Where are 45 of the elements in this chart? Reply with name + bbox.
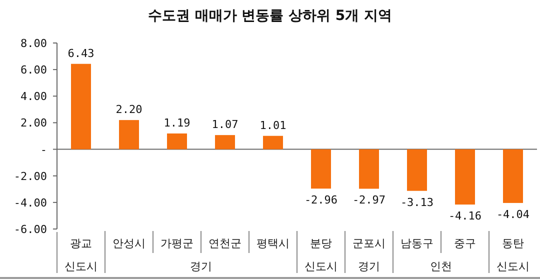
x-tick-label: 광교 [70, 237, 92, 250]
text: 신도시 [304, 260, 338, 273]
bar [215, 135, 235, 150]
text: 신도시 [496, 260, 530, 273]
x-tick-label: 안성시 [112, 237, 146, 250]
y-tick-label: 2.00 [20, 116, 47, 130]
x-tick-label: 분당 [310, 237, 332, 250]
bar [71, 64, 91, 150]
x-tick-label: 동탄 [502, 237, 524, 250]
data-label: 6.43 [68, 46, 94, 60]
data-label: -2.96 [304, 194, 338, 207]
text: 경기 [358, 260, 380, 273]
bar [311, 149, 331, 189]
x-tick-label: 가평군 [160, 237, 194, 250]
x-tick-label: 중구 [454, 237, 476, 250]
bar [359, 149, 379, 189]
bar [119, 120, 139, 150]
x-tick-label: 평택시 [256, 237, 290, 250]
bar [167, 133, 187, 150]
y-tick-label: -2.00 [14, 170, 47, 183]
y-tick-label: - [40, 143, 47, 156]
y-tick-label: -4.00 [14, 196, 47, 210]
y-tick-label: 4.00 [20, 90, 47, 104]
y-tick-label: 8.00 [20, 37, 47, 50]
x-tick-label: 군포시 [352, 237, 386, 250]
text: 인천 [430, 260, 452, 273]
x-tick-label: 남동구 [400, 237, 434, 250]
y-tick-label: 6.00 [20, 64, 47, 77]
bar [407, 149, 427, 191]
text: 경기 [190, 260, 212, 273]
data-label: 1.19 [164, 116, 190, 130]
bar [263, 136, 283, 150]
x-tick-label: 연천군 [208, 237, 242, 250]
chart-title: 수도권 매매가 변동률 상하위 5개 지역 [148, 8, 392, 24]
data-label: -4.04 [496, 208, 530, 221]
data-label: 1.07 [212, 118, 238, 132]
data-label: 1.01 [260, 118, 286, 132]
data-label: -4.16 [448, 210, 482, 223]
text: 신도시 [64, 260, 98, 273]
data-label: -3.13 [400, 196, 434, 209]
y-tick-label: -6.00 [14, 223, 47, 236]
data-label: -2.97 [352, 194, 386, 207]
bar [503, 149, 523, 203]
data-label: 2.20 [116, 103, 142, 116]
bar [455, 149, 475, 205]
